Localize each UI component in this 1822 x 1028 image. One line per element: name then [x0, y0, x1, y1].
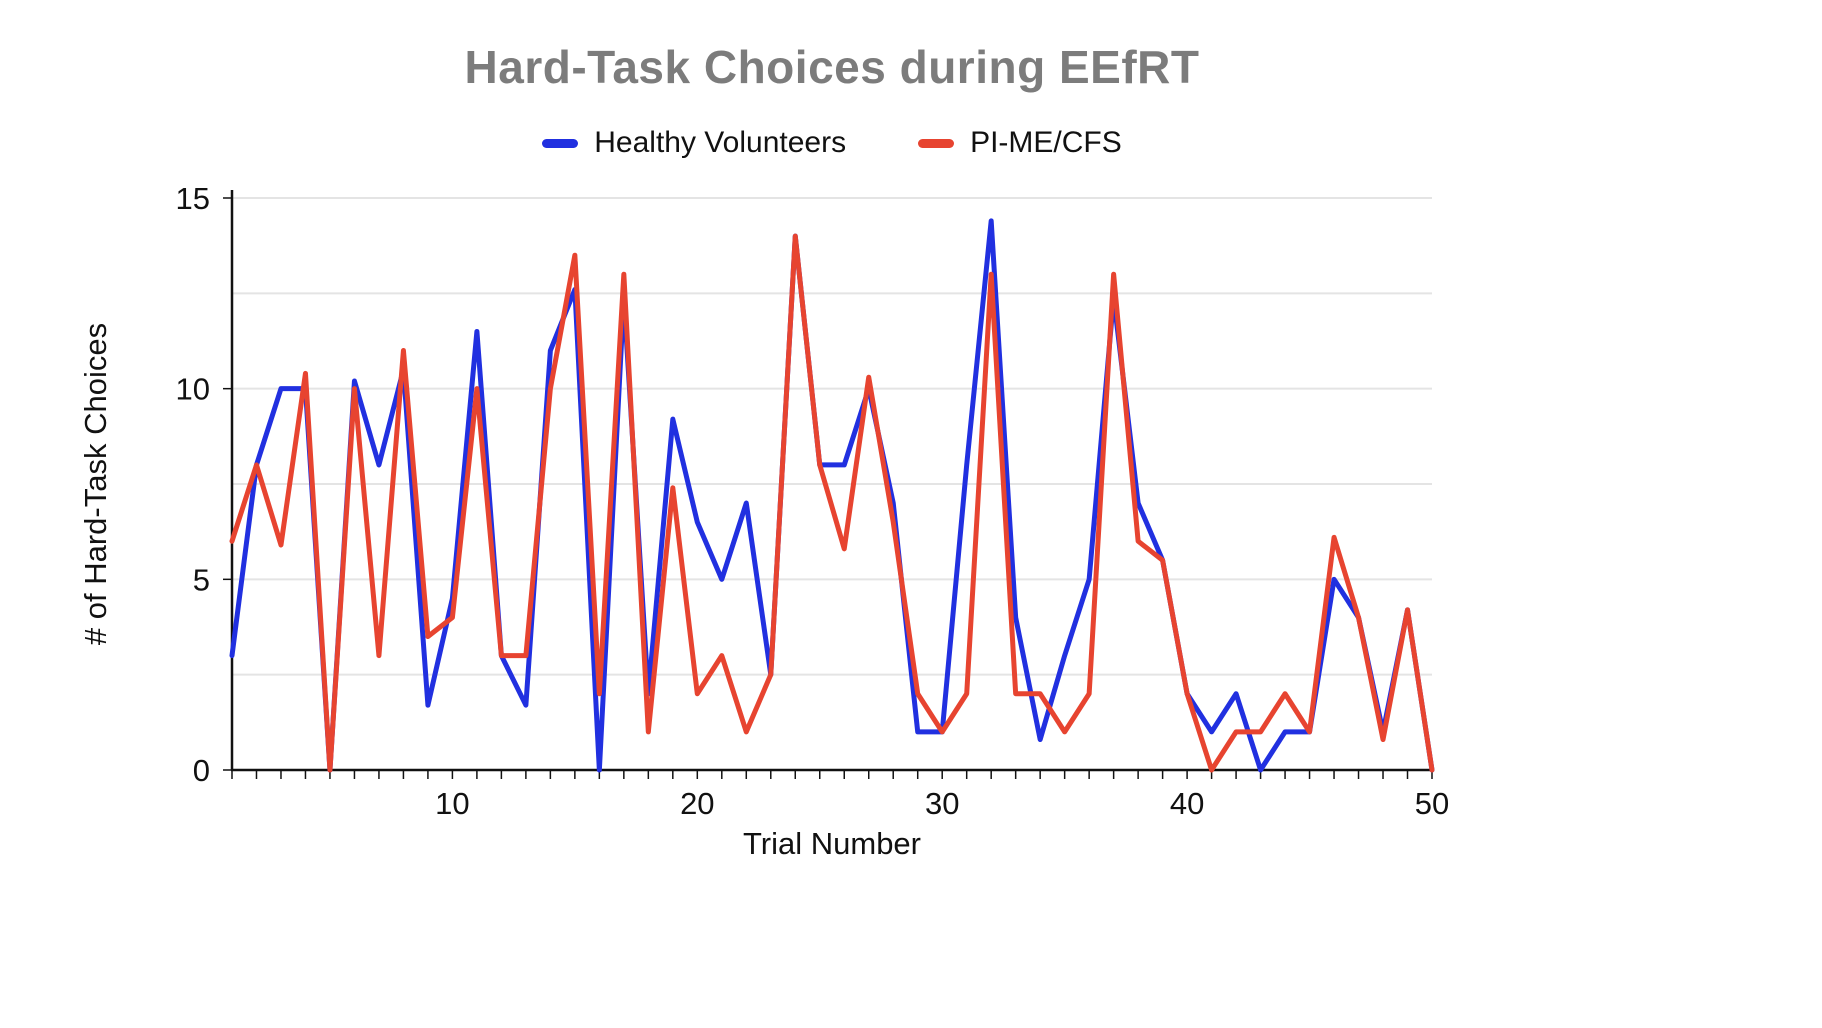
- x-axis-title: Trial Number: [743, 826, 921, 861]
- svg-text:10: 10: [435, 786, 469, 821]
- chart-legend: Healthy Volunteers PI-ME/CFS: [232, 126, 1432, 160]
- legend-label-healthy-volunteers: Healthy Volunteers: [594, 126, 847, 159]
- svg-text:20: 20: [680, 786, 714, 821]
- legend-label-pi-me-cfs: PI-ME/CFS: [970, 126, 1122, 159]
- legend-swatch-healthy-volunteers: [542, 138, 579, 148]
- svg-text:10: 10: [176, 372, 210, 407]
- svg-text:30: 30: [925, 786, 959, 821]
- svg-text:50: 50: [1415, 786, 1449, 821]
- chart-title: Hard-Task Choices during EEfRT: [464, 41, 1200, 93]
- legend-swatch-pi-me-cfs: [918, 138, 955, 148]
- svg-text:5: 5: [193, 562, 210, 597]
- svg-text:0: 0: [193, 753, 210, 788]
- svg-text:15: 15: [176, 181, 210, 216]
- legend-item-healthy-volunteers: Healthy Volunteers: [542, 126, 846, 160]
- svg-text:40: 40: [1170, 786, 1204, 821]
- legend-item-pi-me-cfs: PI-ME/CFS: [918, 126, 1122, 160]
